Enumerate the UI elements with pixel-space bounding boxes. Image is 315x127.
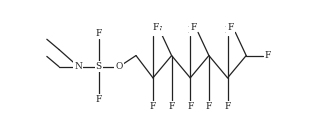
- Text: S: S: [96, 62, 102, 71]
- Text: F: F: [153, 22, 159, 31]
- Text: F: F: [187, 102, 193, 111]
- Text: F: F: [206, 102, 212, 111]
- Text: F: F: [150, 102, 156, 111]
- Text: O: O: [115, 62, 123, 71]
- Text: F: F: [224, 26, 231, 35]
- Text: N: N: [74, 62, 82, 71]
- Text: F: F: [265, 51, 271, 60]
- Text: F: F: [227, 22, 234, 31]
- Text: F: F: [156, 26, 162, 35]
- Text: F: F: [95, 95, 102, 104]
- Text: F: F: [95, 29, 102, 38]
- Text: F: F: [190, 22, 196, 31]
- Text: F: F: [169, 102, 175, 111]
- Text: F: F: [224, 102, 231, 111]
- Text: F: F: [187, 26, 193, 35]
